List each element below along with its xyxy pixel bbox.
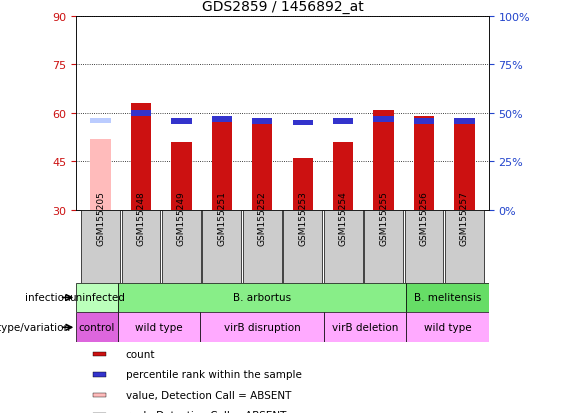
- Bar: [293, 159, 313, 211]
- Text: GSM155251: GSM155251: [218, 190, 227, 245]
- Bar: [93, 372, 106, 377]
- Bar: [406, 313, 489, 342]
- Text: wild type: wild type: [135, 323, 182, 332]
- Text: GSM155249: GSM155249: [177, 191, 186, 245]
- Bar: [93, 393, 106, 397]
- Bar: [364, 211, 403, 283]
- Bar: [131, 104, 151, 211]
- Text: uninfected: uninfected: [69, 293, 125, 303]
- Text: value, Detection Call = ABSENT: value, Detection Call = ABSENT: [126, 390, 291, 400]
- Bar: [93, 352, 106, 356]
- Bar: [202, 211, 241, 283]
- Text: virB disruption: virB disruption: [224, 323, 300, 332]
- Bar: [324, 211, 363, 283]
- Bar: [454, 123, 475, 211]
- Bar: [121, 211, 160, 283]
- Text: count: count: [126, 349, 155, 359]
- Bar: [333, 143, 353, 211]
- Bar: [373, 110, 394, 211]
- Bar: [454, 119, 475, 124]
- Text: B. arbortus: B. arbortus: [233, 293, 291, 303]
- Text: virB deletion: virB deletion: [332, 323, 398, 332]
- Bar: [212, 120, 232, 211]
- Bar: [252, 119, 272, 124]
- Bar: [406, 283, 489, 313]
- Bar: [414, 117, 434, 211]
- Text: GSM155256: GSM155256: [420, 190, 428, 245]
- Bar: [81, 211, 120, 283]
- Bar: [445, 211, 484, 283]
- Text: GSM155257: GSM155257: [460, 190, 469, 245]
- Bar: [171, 119, 192, 124]
- Text: GSM155248: GSM155248: [137, 191, 145, 245]
- Bar: [76, 313, 118, 342]
- Bar: [333, 119, 353, 124]
- Bar: [90, 119, 111, 124]
- Text: GSM155252: GSM155252: [258, 191, 267, 245]
- Bar: [118, 313, 200, 342]
- Bar: [405, 211, 444, 283]
- Text: GSM155205: GSM155205: [96, 190, 105, 245]
- Bar: [373, 116, 394, 122]
- Bar: [118, 283, 406, 313]
- Bar: [293, 120, 313, 126]
- Text: percentile rank within the sample: percentile rank within the sample: [126, 370, 302, 380]
- Text: GSM155253: GSM155253: [298, 190, 307, 245]
- Bar: [243, 211, 282, 283]
- Bar: [212, 116, 232, 122]
- Text: GSM155255: GSM155255: [379, 190, 388, 245]
- Text: rank, Detection Call = ABSENT: rank, Detection Call = ABSENT: [126, 411, 286, 413]
- Text: control: control: [79, 323, 115, 332]
- Bar: [324, 313, 406, 342]
- Bar: [90, 140, 111, 211]
- Text: wild type: wild type: [424, 323, 471, 332]
- Text: GSM155254: GSM155254: [338, 191, 347, 245]
- Bar: [252, 120, 272, 211]
- Title: GDS2859 / 1456892_at: GDS2859 / 1456892_at: [202, 0, 363, 14]
- Bar: [76, 283, 118, 313]
- Text: infection: infection: [25, 293, 71, 303]
- Bar: [283, 211, 322, 283]
- Bar: [171, 143, 192, 211]
- Bar: [200, 313, 324, 342]
- Bar: [414, 119, 434, 124]
- Text: genotype/variation: genotype/variation: [0, 323, 71, 332]
- Bar: [131, 111, 151, 116]
- Bar: [162, 211, 201, 283]
- Text: B. melitensis: B. melitensis: [414, 293, 481, 303]
